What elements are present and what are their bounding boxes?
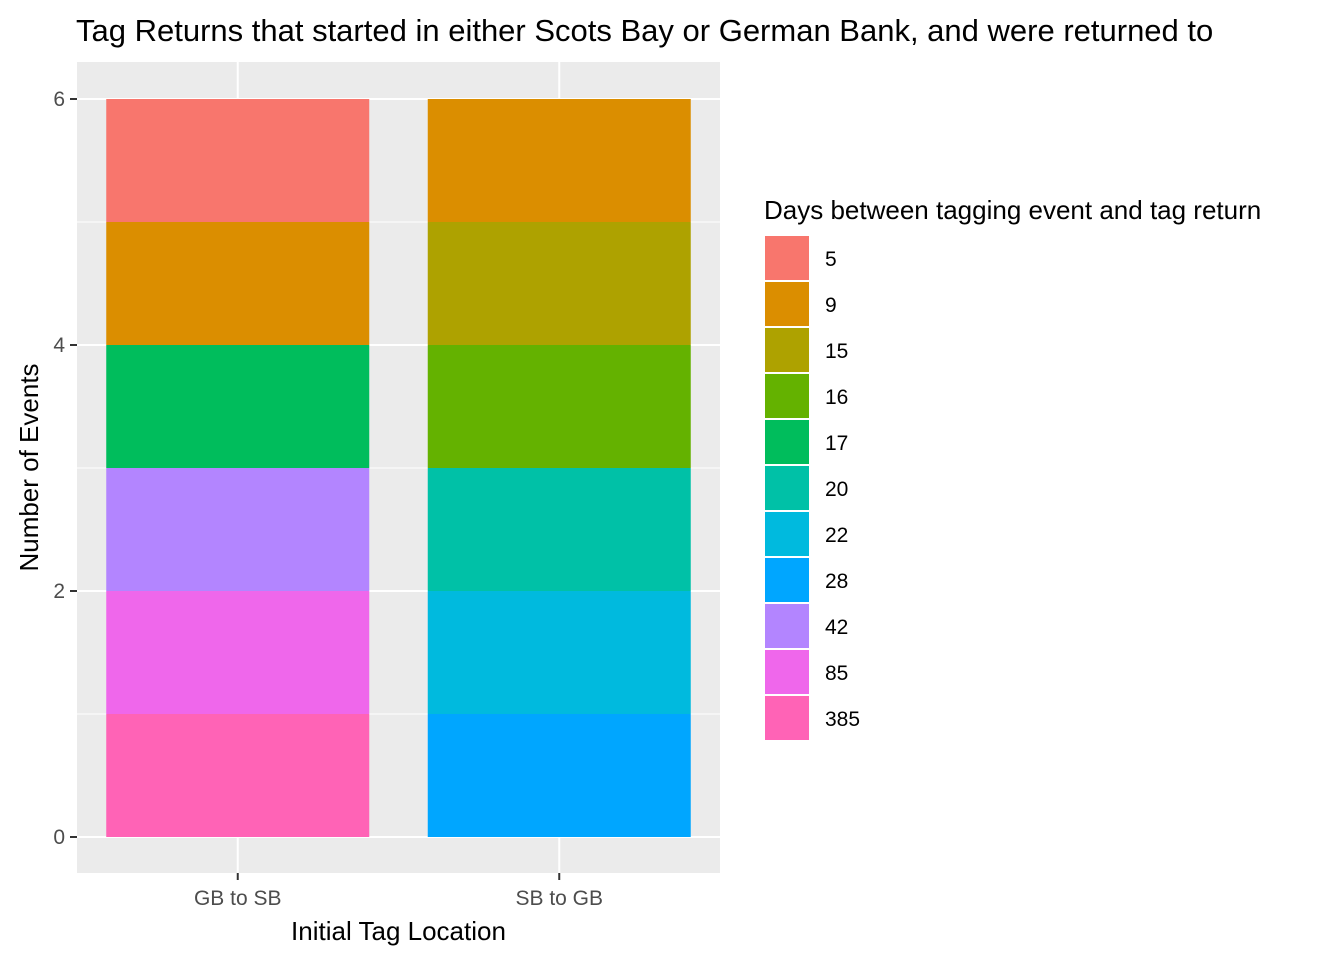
bar-segment-sb-to-gb-20 (427, 468, 691, 591)
x-axis-title: Initial Tag Location (291, 916, 506, 946)
legend-swatch-5 (765, 236, 809, 280)
bar-segment-gb-to-sb-85 (106, 591, 370, 714)
legend-label-20: 20 (825, 478, 848, 501)
legend: Days between tagging event and tag retur… (764, 195, 1261, 740)
legend-swatch-16 (765, 374, 809, 418)
legend-items: 5 9 15 16 17 20 22 28 42 85 385 (765, 236, 860, 740)
legend-title: Days between tagging event and tag retur… (764, 195, 1261, 225)
legend-label-85: 85 (825, 662, 848, 685)
bar-segment-gb-to-sb-42 (106, 468, 370, 591)
bar-segments (106, 99, 691, 837)
legend-swatch-85 (765, 650, 809, 694)
legend-swatch-9 (765, 282, 809, 326)
legend-label-16: 16 (825, 386, 848, 409)
bar-segment-gb-to-sb-9 (106, 222, 370, 345)
legend-label-17: 17 (825, 432, 848, 455)
legend-swatch-385 (765, 696, 809, 740)
bar-segment-sb-to-gb-9 (427, 99, 691, 222)
bar-segment-sb-to-gb-16 (427, 345, 691, 468)
y-tick-label: 0 (53, 826, 65, 849)
bar-segment-gb-to-sb-385 (106, 714, 370, 837)
legend-label-385: 385 (825, 708, 860, 731)
y-tick-label: 4 (53, 334, 65, 357)
y-tick-label: 6 (53, 88, 65, 111)
x-tick-label: SB to GB (515, 887, 603, 910)
legend-swatch-20 (765, 466, 809, 510)
chart-title: Tag Returns that started in either Scots… (76, 13, 1213, 48)
y-axis-title: Number of Events (14, 363, 44, 571)
legend-label-5: 5 (825, 248, 837, 271)
legend-swatch-28 (765, 558, 809, 602)
legend-label-9: 9 (825, 294, 837, 317)
legend-swatch-42 (765, 604, 809, 648)
y-tick-label: 2 (53, 580, 65, 603)
legend-label-28: 28 (825, 570, 848, 593)
legend-label-22: 22 (825, 524, 848, 547)
y-axis: 0 2 4 6 (53, 88, 77, 849)
legend-label-15: 15 (825, 340, 848, 363)
bar-segment-sb-to-gb-22 (427, 591, 691, 714)
legend-swatch-15 (765, 328, 809, 372)
x-axis: GB to SB SB to GB (194, 873, 603, 910)
legend-label-42: 42 (825, 616, 848, 639)
x-tick-label: GB to SB (194, 887, 282, 910)
bar-segment-gb-to-sb-5 (106, 99, 370, 222)
bar-segment-sb-to-gb-15 (427, 222, 691, 345)
bar-segment-gb-to-sb-17 (106, 345, 370, 468)
legend-swatch-17 (765, 420, 809, 464)
legend-swatch-22 (765, 512, 809, 556)
bar-segment-sb-to-gb-28 (427, 714, 691, 837)
